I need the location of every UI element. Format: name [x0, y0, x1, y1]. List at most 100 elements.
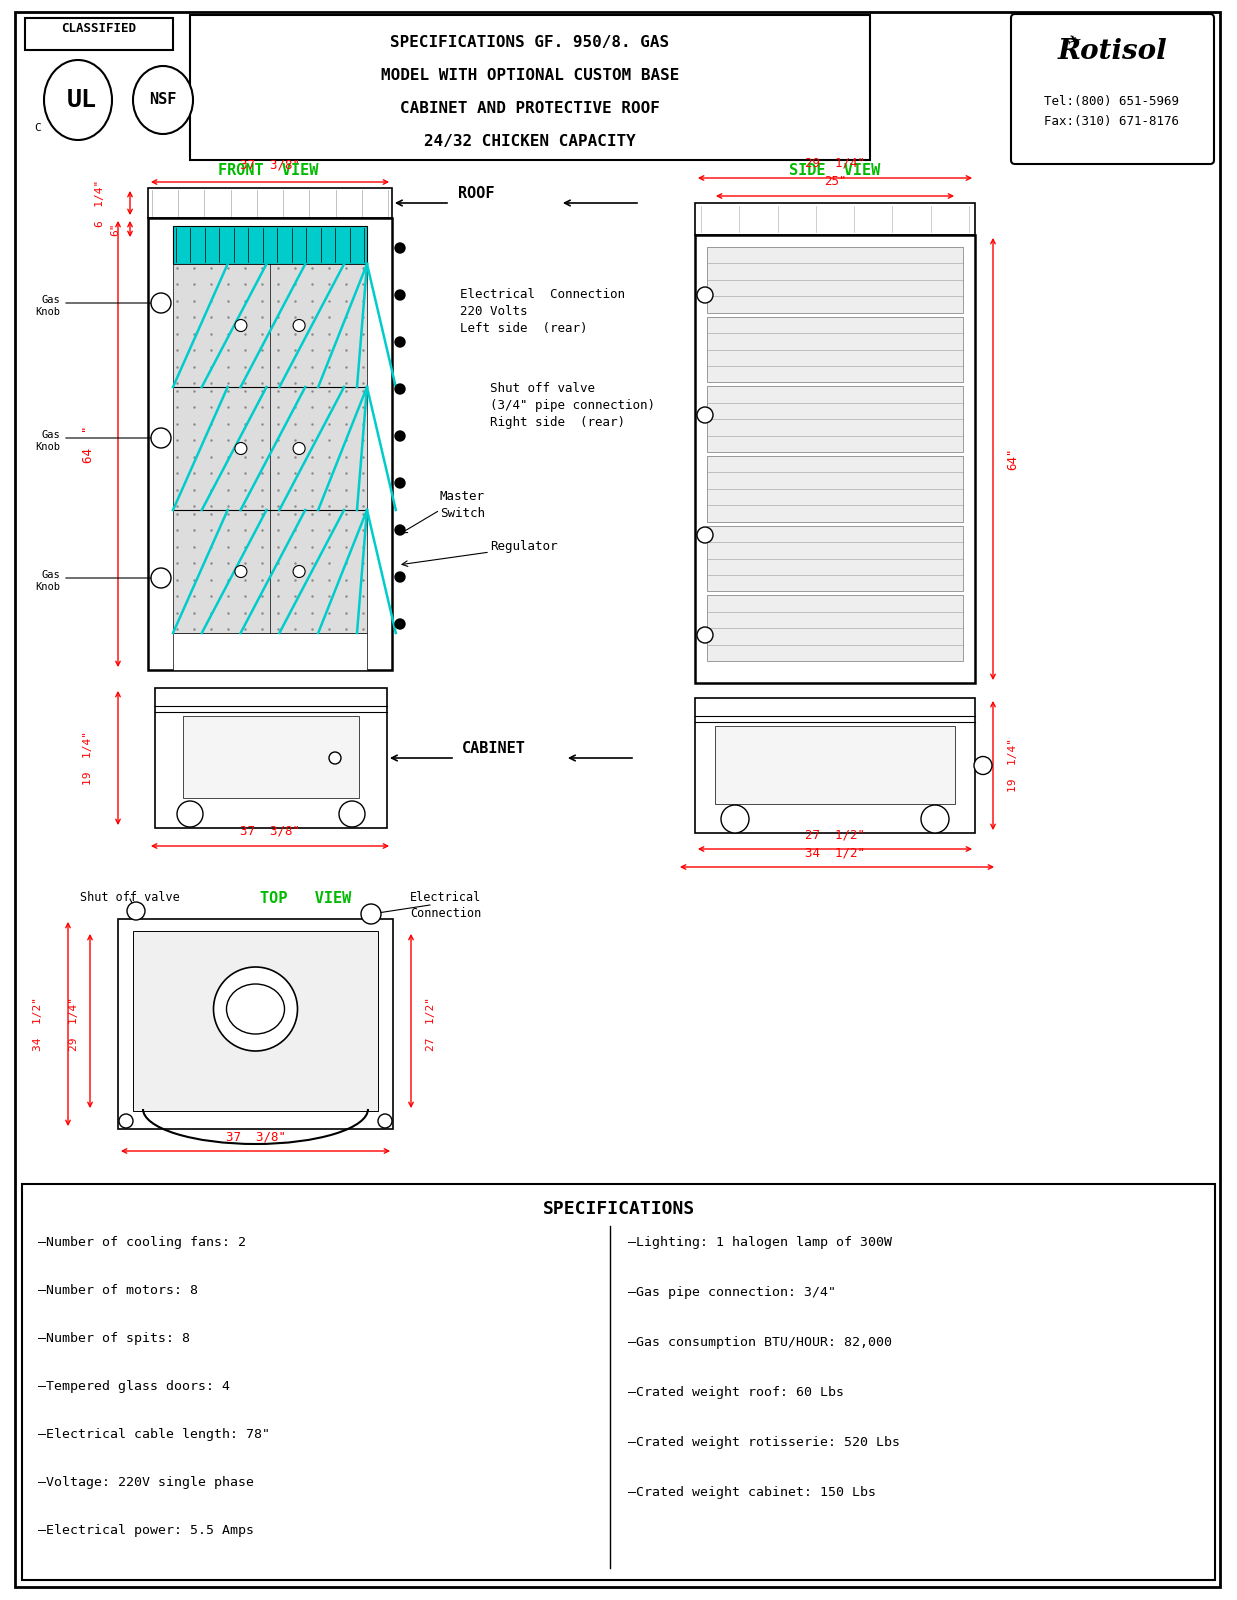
Circle shape — [395, 525, 404, 534]
Circle shape — [235, 320, 247, 331]
Circle shape — [177, 802, 203, 827]
Bar — [708, 526, 962, 592]
Circle shape — [974, 757, 992, 774]
Text: ROOF: ROOF — [458, 186, 495, 202]
Circle shape — [395, 338, 404, 347]
Bar — [173, 510, 367, 634]
Circle shape — [151, 427, 171, 448]
Text: 19  1/4": 19 1/4" — [83, 731, 93, 786]
Circle shape — [696, 406, 713, 422]
Text: 6": 6" — [110, 222, 120, 235]
Text: –Crated weight rotisserie: 520 Lbs: –Crated weight rotisserie: 520 Lbs — [628, 1437, 901, 1450]
Text: Regulator: Regulator — [490, 541, 558, 554]
Text: CABINET: CABINET — [461, 741, 526, 757]
Text: 220 Volts: 220 Volts — [460, 306, 527, 318]
Circle shape — [395, 430, 404, 442]
Circle shape — [721, 805, 748, 834]
Bar — [708, 317, 962, 382]
Text: Right side  (rear): Right side (rear) — [490, 416, 625, 429]
Circle shape — [922, 805, 949, 834]
Circle shape — [696, 286, 713, 302]
Text: C: C — [35, 123, 41, 133]
Text: Left side  (rear): Left side (rear) — [460, 322, 588, 334]
Circle shape — [119, 1114, 134, 1128]
Text: –Electrical cable length: 78": –Electrical cable length: 78" — [38, 1427, 270, 1442]
Text: Electrical  Connection: Electrical Connection — [460, 288, 625, 301]
Bar — [715, 726, 955, 803]
Circle shape — [395, 384, 404, 394]
Bar — [148, 187, 392, 218]
Text: 27  1/2": 27 1/2" — [426, 997, 435, 1051]
Circle shape — [395, 290, 404, 301]
Text: 64": 64" — [1007, 448, 1019, 470]
Text: Gas: Gas — [41, 294, 61, 306]
Bar — [708, 386, 962, 453]
Circle shape — [127, 902, 145, 920]
Text: –Number of motors: 8: –Number of motors: 8 — [38, 1283, 198, 1298]
Text: Knob: Knob — [35, 307, 61, 317]
Text: Electrical: Electrical — [409, 891, 481, 904]
Circle shape — [361, 904, 381, 925]
Text: –Tempered glass doors: 4: –Tempered glass doors: 4 — [38, 1379, 230, 1394]
Text: Gas: Gas — [41, 430, 61, 440]
Bar — [173, 264, 367, 387]
Bar — [708, 456, 962, 522]
Text: 34  1/2": 34 1/2" — [805, 846, 865, 859]
Bar — [173, 634, 367, 670]
Text: Master: Master — [440, 490, 485, 502]
Text: –Lighting: 1 halogen lamp of 300W: –Lighting: 1 halogen lamp of 300W — [628, 1235, 892, 1250]
Text: –Gas consumption BTU/HOUR: 82,000: –Gas consumption BTU/HOUR: 82,000 — [628, 1336, 892, 1349]
Text: –Crated weight cabinet: 150 Lbs: –Crated weight cabinet: 150 Lbs — [628, 1486, 876, 1499]
Circle shape — [696, 526, 713, 542]
Circle shape — [395, 478, 404, 488]
Circle shape — [395, 619, 404, 629]
Text: Knob: Knob — [35, 582, 61, 592]
Text: 37  3/8": 37 3/8" — [225, 1130, 286, 1142]
Bar — [148, 218, 392, 670]
Bar — [695, 203, 975, 235]
Circle shape — [151, 293, 171, 314]
Text: Connection: Connection — [409, 907, 481, 920]
Bar — [190, 14, 870, 160]
Text: CLASSIFIED: CLASSIFIED — [62, 22, 136, 35]
Text: Gas: Gas — [41, 570, 61, 579]
Text: NSF: NSF — [150, 93, 177, 107]
Ellipse shape — [134, 66, 193, 134]
Circle shape — [696, 627, 713, 643]
Bar — [695, 698, 975, 834]
Bar — [22, 1184, 1215, 1581]
Text: 64  ": 64 " — [82, 426, 94, 462]
Text: Fax:(310) 671-8176: Fax:(310) 671-8176 — [1044, 115, 1180, 128]
Circle shape — [293, 565, 306, 578]
Bar — [183, 717, 359, 798]
Text: CABINET AND PROTECTIVE ROOF: CABINET AND PROTECTIVE ROOF — [400, 101, 659, 117]
Text: 24/32 CHICKEN CAPACITY: 24/32 CHICKEN CAPACITY — [424, 134, 636, 149]
Circle shape — [214, 966, 298, 1051]
Bar — [25, 18, 173, 50]
Text: 34  1/2": 34 1/2" — [33, 997, 43, 1051]
Text: 37  3/8": 37 3/8" — [240, 158, 301, 171]
Text: UL: UL — [67, 88, 96, 112]
Bar — [695, 235, 975, 683]
Text: FRONT  VIEW: FRONT VIEW — [218, 163, 318, 178]
Bar — [173, 387, 367, 510]
Text: –Number of cooling fans: 2: –Number of cooling fans: 2 — [38, 1235, 246, 1250]
Circle shape — [293, 320, 306, 331]
Bar — [708, 246, 962, 312]
Text: 25": 25" — [824, 174, 846, 187]
Bar — [134, 931, 379, 1110]
Bar — [155, 688, 387, 829]
Text: –Crated weight roof: 60 Lbs: –Crated weight roof: 60 Lbs — [628, 1386, 844, 1398]
Circle shape — [235, 565, 247, 578]
Text: 29  1/4": 29 1/4" — [805, 157, 865, 170]
Text: Switch: Switch — [440, 507, 485, 520]
Circle shape — [235, 443, 247, 454]
Text: –Voltage: 220V single phase: –Voltage: 220V single phase — [38, 1475, 254, 1490]
Text: 29  1/4": 29 1/4" — [69, 997, 79, 1051]
Ellipse shape — [45, 59, 113, 141]
Text: TOP   VIEW: TOP VIEW — [260, 891, 351, 906]
Text: SIDE  VIEW: SIDE VIEW — [789, 163, 881, 178]
Text: –Gas pipe connection: 3/4": –Gas pipe connection: 3/4" — [628, 1286, 836, 1299]
Text: Shut off valve: Shut off valve — [80, 891, 179, 904]
Circle shape — [395, 573, 404, 582]
